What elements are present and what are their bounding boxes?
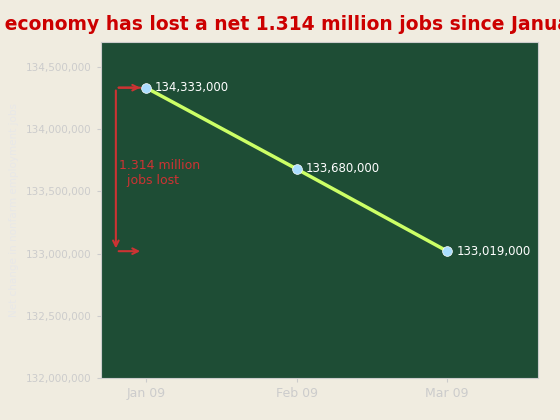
Point bbox=[142, 84, 151, 91]
Point bbox=[292, 165, 301, 172]
Text: 134,333,000: 134,333,000 bbox=[155, 81, 229, 94]
Text: 133,019,000: 133,019,000 bbox=[456, 245, 530, 258]
Y-axis label: Net change in nonfarm employment jobs: Net change in nonfarm employment jobs bbox=[9, 103, 19, 317]
Text: 1.314 million
  jobs lost: 1.314 million jobs lost bbox=[119, 159, 200, 187]
Text: The U.S. economy has lost a net 1.314 million jobs since January 2009: The U.S. economy has lost a net 1.314 mi… bbox=[0, 15, 560, 34]
Text: 133,680,000: 133,680,000 bbox=[306, 163, 380, 176]
Point bbox=[443, 248, 452, 255]
